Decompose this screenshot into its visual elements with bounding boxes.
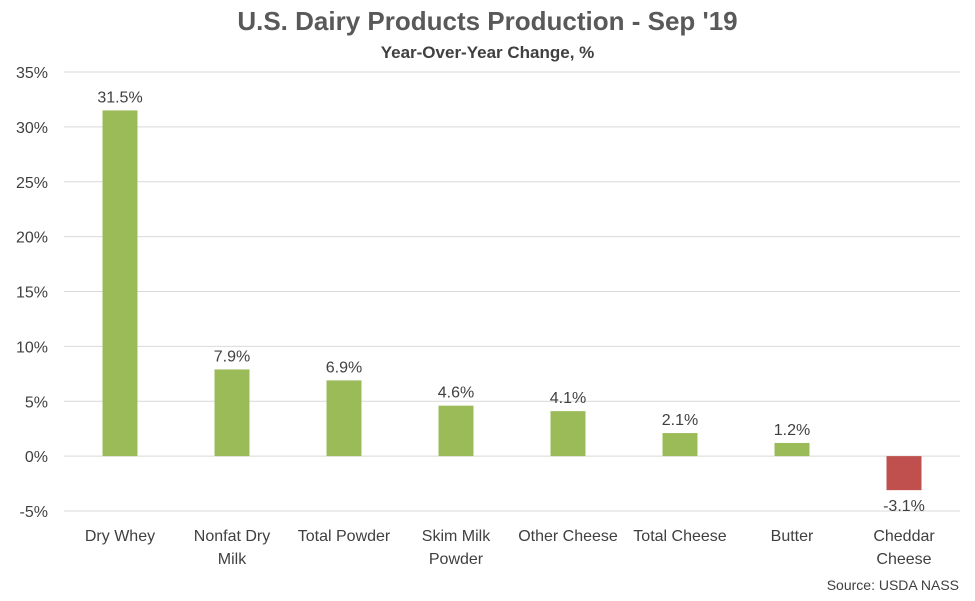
- source-note: Source: USDA NASS: [826, 577, 959, 593]
- bar: [886, 456, 922, 491]
- x-tick-label: Nonfat Dry Milk: [194, 528, 270, 568]
- bar: [214, 369, 250, 457]
- data-label: 1.2%: [774, 422, 810, 439]
- bar: [662, 433, 698, 457]
- x-tick-label: Cheddar Cheese: [873, 528, 935, 568]
- x-tick-label-line: Powder: [429, 551, 484, 568]
- y-tick-label: 30%: [16, 120, 48, 137]
- bar: [102, 110, 138, 457]
- x-tick-label-line: Skim Milk: [422, 528, 491, 545]
- y-tick-label: 15%: [16, 285, 48, 302]
- y-tick-label: 0%: [25, 449, 48, 466]
- x-tick-label-line: Cheddar: [873, 528, 935, 545]
- data-label: -3.1%: [883, 498, 925, 515]
- x-tick-label-line: Milk: [218, 551, 247, 568]
- x-tick-label-line: Nonfat Dry: [194, 528, 270, 545]
- y-tick-label: -5%: [20, 504, 48, 521]
- x-tick-label: Dry Whey: [85, 528, 155, 545]
- x-tick-label-line: Total Powder: [298, 528, 391, 545]
- chart-title: U.S. Dairy Products Production - Sep '19: [237, 6, 738, 36]
- data-label: 7.9%: [214, 348, 250, 365]
- y-tick-label: 20%: [16, 230, 48, 247]
- data-label: 4.1%: [550, 390, 586, 407]
- x-tick-label-line: Dry Whey: [85, 528, 155, 545]
- y-tick-label: 5%: [25, 394, 48, 411]
- y-tick-label: 35%: [16, 65, 48, 82]
- x-tick-label: Skim Milk Powder: [422, 528, 491, 568]
- x-tick-label: Total Powder: [298, 528, 391, 545]
- x-tick-label-line: Butter: [771, 528, 814, 545]
- x-tick-label: Other Cheese: [518, 528, 618, 545]
- x-tick-label-line: Other Cheese: [518, 528, 618, 545]
- data-label: 4.6%: [438, 385, 474, 402]
- data-label: 31.5%: [97, 89, 142, 106]
- data-label: 2.1%: [662, 412, 698, 429]
- data-label: 6.9%: [326, 359, 362, 376]
- x-tick-label-line: Total Cheese: [633, 528, 726, 545]
- y-tick-label: 25%: [16, 175, 48, 192]
- bar: [326, 380, 362, 457]
- bar: [438, 405, 474, 457]
- chart-subtitle: Year-Over-Year Change, %: [380, 43, 595, 62]
- x-tick-label: Butter: [771, 528, 814, 545]
- bar: [550, 411, 586, 457]
- x-tick-label: Total Cheese: [633, 528, 726, 545]
- bar: [774, 442, 810, 457]
- x-tick-label-line: Cheese: [876, 551, 931, 568]
- y-tick-label: 10%: [16, 339, 48, 356]
